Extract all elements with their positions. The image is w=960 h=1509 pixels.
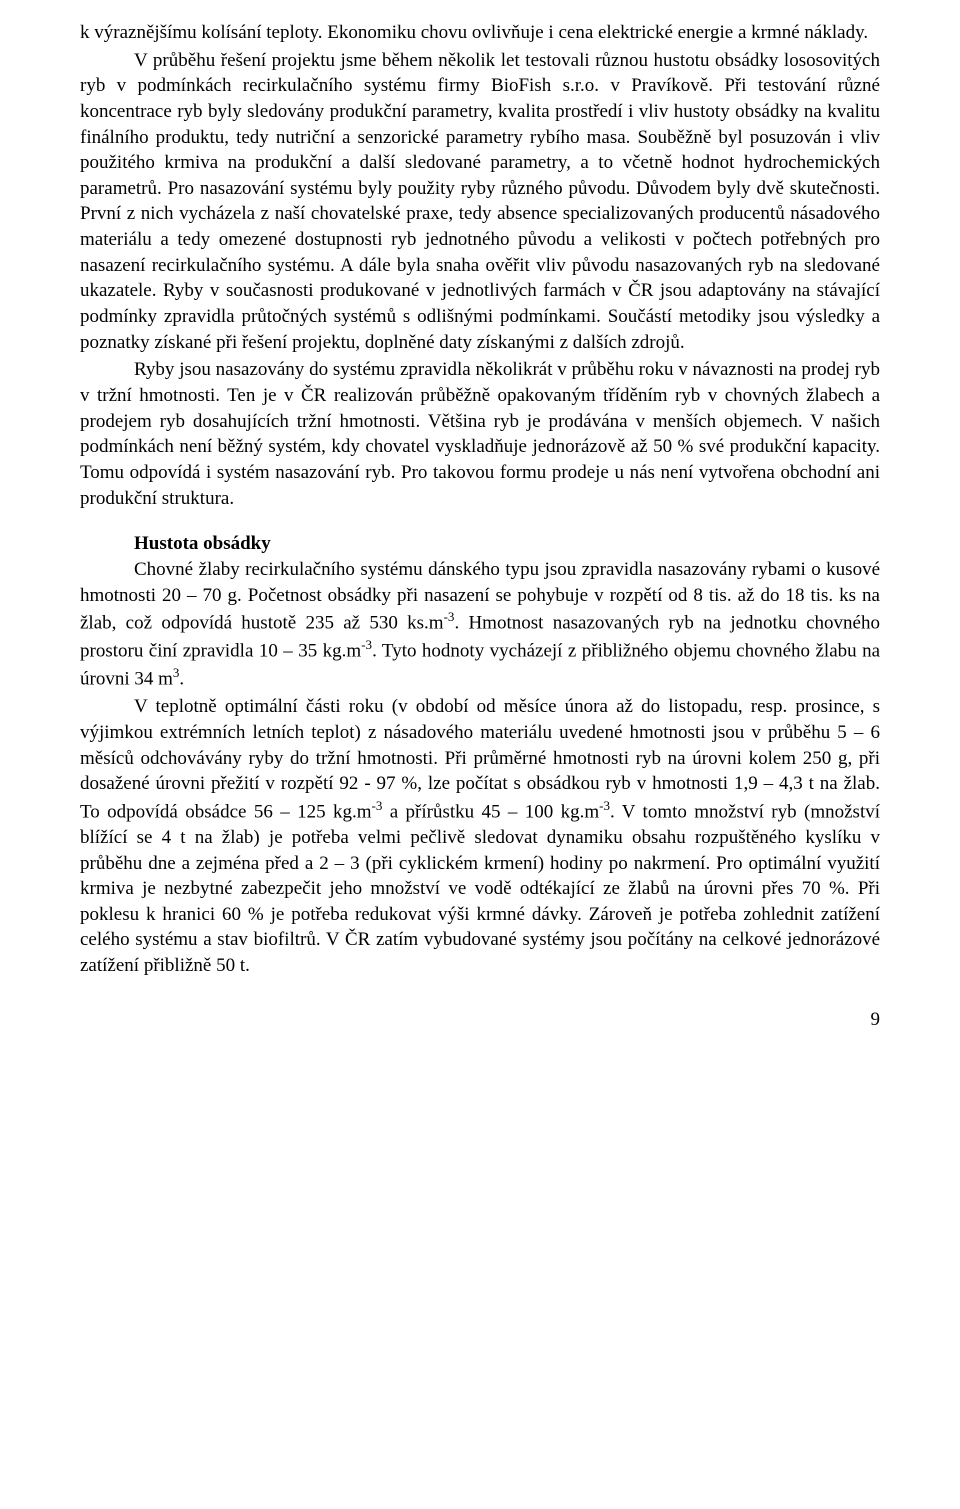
superscript-neg3: -3 bbox=[444, 609, 455, 624]
body-paragraph-3: Ryby jsou nasazovány do systému zpravidl… bbox=[80, 357, 880, 511]
superscript-neg3: -3 bbox=[371, 798, 382, 813]
body-paragraph-2: V průběhu řešení projektu jsme během něk… bbox=[80, 48, 880, 356]
p5-text-3: . V tomto množství ryb (množství blížící… bbox=[80, 801, 880, 976]
body-paragraph-4: Chovné žlaby recirkulačního systému dáns… bbox=[80, 557, 880, 692]
p5-text-2: a přírůstku 45 – 100 kg.m bbox=[382, 801, 599, 822]
superscript-neg3: -3 bbox=[599, 798, 610, 813]
p4-text-4: . bbox=[179, 669, 184, 690]
superscript-neg3: -3 bbox=[361, 637, 372, 652]
body-paragraph-1: k výraznějšímu kolísání teploty. Ekonomi… bbox=[80, 20, 880, 46]
section-heading-hustota: Hustota obsádky bbox=[80, 533, 880, 555]
page-number: 9 bbox=[80, 1009, 880, 1031]
body-paragraph-5: V teplotně optimální části roku (v obdob… bbox=[80, 694, 880, 978]
